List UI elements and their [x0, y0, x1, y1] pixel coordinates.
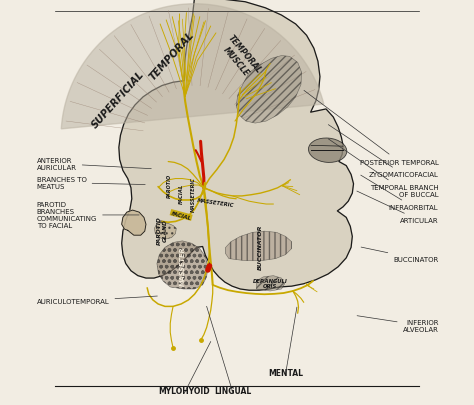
Polygon shape	[155, 221, 176, 240]
Text: DEP.ANGULI
ORIS: DEP.ANGULI ORIS	[253, 278, 288, 289]
Text: MYLOHYOID: MYLOHYOID	[159, 386, 210, 395]
Text: TEMPORAL: TEMPORAL	[147, 30, 196, 83]
Text: TEMPORAL
MUSCLE: TEMPORAL MUSCLE	[218, 34, 263, 82]
Text: BRANCHES TO
MEATUS: BRANCHES TO MEATUS	[36, 177, 145, 190]
Ellipse shape	[309, 139, 347, 163]
Text: BUCCINATOR: BUCCINATOR	[361, 247, 438, 262]
Text: MASSETERIC: MASSETERIC	[197, 198, 235, 208]
Text: ZYGOMATICOFACIAL: ZYGOMATICOFACIAL	[328, 125, 438, 178]
Text: TEMPORAL BRANCH
OF BUCCAL: TEMPORAL BRANCH OF BUCCAL	[328, 139, 438, 198]
Text: ARTICULAR: ARTICULAR	[357, 192, 438, 224]
Text: MASSETERIC: MASSETERIC	[191, 177, 196, 212]
Text: MASSETER: MASSETER	[179, 245, 185, 285]
Text: SUPERFICIAL: SUPERFICIAL	[90, 69, 146, 130]
Text: PAROTID
BRANCHES
COMMUNICATING
TO FACIAL: PAROTID BRANCHES COMMUNICATING TO FACIAL	[36, 202, 139, 229]
Text: BUCCINATOR: BUCCINATOR	[258, 224, 263, 270]
Polygon shape	[119, 0, 354, 290]
Text: AURICULOTEMPORAL: AURICULOTEMPORAL	[36, 296, 157, 305]
Text: POSTERIOR TEMPORAL: POSTERIOR TEMPORAL	[304, 91, 438, 165]
Polygon shape	[226, 232, 292, 261]
Text: ANTERIOR
AURICULAR: ANTERIOR AURICULAR	[36, 158, 151, 171]
Text: PAROTID
GLAND: PAROTID GLAND	[157, 215, 167, 244]
Text: INFRAORBITAL: INFRAORBITAL	[361, 176, 438, 211]
Text: INFERIOR
ALVEOLAR: INFERIOR ALVEOLAR	[357, 316, 438, 332]
Text: MENTAL: MENTAL	[268, 368, 303, 377]
Text: PAROTIO: PAROTIO	[166, 173, 172, 198]
Polygon shape	[236, 56, 302, 124]
Polygon shape	[61, 5, 324, 130]
Text: LINGUAL: LINGUAL	[214, 386, 252, 395]
Text: FACIAL: FACIAL	[171, 210, 192, 220]
Polygon shape	[157, 241, 208, 289]
Text: FACIAL: FACIAL	[179, 183, 183, 204]
Polygon shape	[122, 211, 146, 236]
Polygon shape	[256, 276, 285, 291]
